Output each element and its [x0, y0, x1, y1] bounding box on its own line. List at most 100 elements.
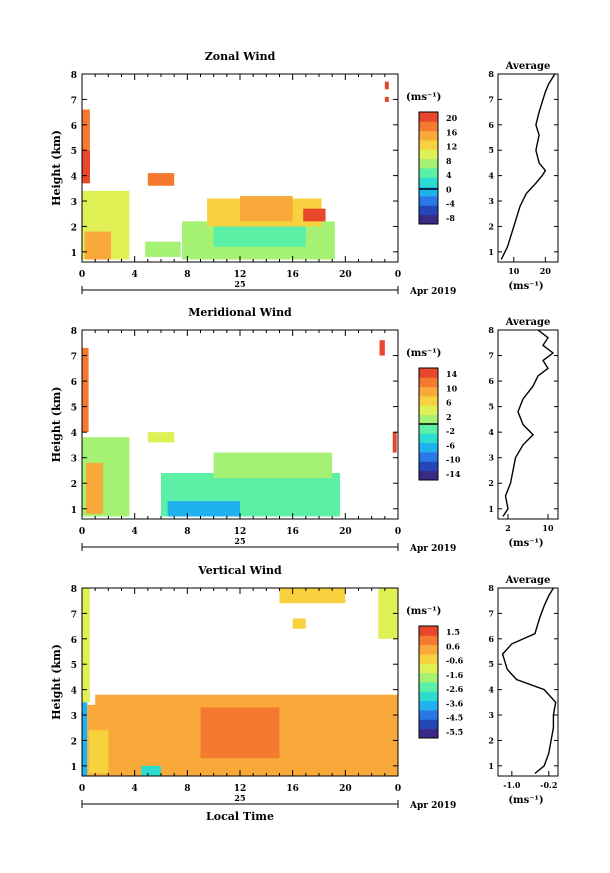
colorbar-swatch — [419, 386, 438, 397]
average-frame — [497, 587, 559, 777]
colorbar-unit: (ms⁻¹) — [406, 92, 441, 103]
y-tick-label: 1 — [71, 763, 77, 773]
colorbar-swatch — [419, 368, 438, 378]
heatmap-cell — [167, 501, 240, 517]
x-tick-label: 12 — [234, 784, 247, 794]
colorbar-unit: (ms⁻¹) — [406, 606, 441, 617]
y-tick-label: 6 — [71, 636, 77, 646]
colorbar-swatch — [419, 682, 438, 692]
colorbar-swatch — [419, 626, 438, 636]
colorbar-tick-label: -1.6 — [446, 670, 464, 680]
avg-y-tick-label: 2 — [488, 478, 494, 488]
heatmap-cell — [303, 208, 326, 222]
colorbar: (ms⁻¹) 1.5 0.6 -0.6 -1.6 -2.6 -3.6 -4.5 -5.5 — [406, 606, 464, 739]
average-frame — [497, 73, 559, 263]
colorbar-swatch — [419, 377, 438, 388]
colorbar-swatch — [419, 121, 438, 132]
y-tick-label: 5 — [71, 404, 77, 414]
avg-y-tick-label: 6 — [488, 376, 494, 386]
avg-y-tick-label: 8 — [488, 69, 494, 79]
heatmap-cell — [85, 462, 104, 514]
average-profile-line — [500, 73, 556, 260]
colorbar-swatch — [419, 396, 438, 406]
avg-y-tick-label: 2 — [488, 221, 494, 231]
avg-unit: (ms⁻¹) — [508, 538, 543, 549]
avg-y-tick-label: 1 — [488, 761, 494, 771]
date-label: Apr 2019 — [409, 287, 456, 297]
colorbar-tick-label: 4 — [446, 170, 452, 180]
colorbar-tick-label: -2 — [446, 426, 455, 436]
heatmap-cell — [378, 588, 398, 639]
y-tick-label: 2 — [71, 737, 77, 747]
colorbar-tick-label: 10 — [446, 383, 458, 393]
average-profile-line — [501, 587, 557, 775]
x-tick-label: 8 — [184, 784, 190, 794]
heatmap-cell — [145, 241, 181, 257]
colorbar-swatch — [419, 177, 438, 188]
heatmap-cell — [82, 150, 90, 184]
y-tick-label: 2 — [71, 480, 77, 490]
colorbar-tick-label: 14 — [446, 369, 458, 379]
avg-y-tick-label: 8 — [488, 583, 494, 593]
avg-y-tick-label: 5 — [488, 402, 494, 412]
colorbar-swatch — [419, 140, 438, 150]
colorbar-swatch — [419, 635, 438, 646]
average-panel: Average 1 2 3 4 5 6 7 8 2 10 (ms⁻¹) — [488, 317, 559, 549]
average-title: Average — [505, 317, 551, 328]
avg-y-tick-label: 1 — [488, 247, 494, 257]
x-tick-label: 4 — [132, 270, 138, 280]
y-tick-label: 4 — [71, 429, 77, 439]
colorbar-swatch — [419, 672, 438, 683]
colorbar-swatch — [419, 130, 438, 141]
colorbar: (ms⁻¹) 14 10 6 2 -2 -6 -10 -14 — [406, 348, 461, 481]
avg-y-tick-label: 5 — [488, 145, 494, 155]
y-tick-label: 8 — [71, 327, 77, 337]
x-tick-label: 0 — [79, 270, 85, 280]
colorbar-swatch — [419, 728, 438, 739]
colorbar-swatch — [419, 470, 438, 481]
panel-title: Meridional Wind — [188, 306, 292, 319]
avg-y-tick-label: 3 — [488, 196, 494, 206]
colorbar-tick-label: 1.5 — [446, 627, 460, 637]
x-tick-label: 16 — [286, 270, 299, 280]
y-axis-label: Height (km) — [50, 130, 63, 206]
colorbar-frame — [418, 111, 439, 225]
day-label: 25 — [234, 793, 245, 803]
colorbar-swatch — [419, 433, 438, 444]
avg-y-tick-label: 1 — [488, 504, 494, 514]
colorbar-tick-label: 0 — [446, 184, 452, 194]
heatmap-cells — [82, 340, 397, 517]
heatmap-cell — [292, 618, 306, 629]
colorbar-tick-label: 0.6 — [446, 641, 460, 651]
heatmap-cell — [384, 96, 389, 102]
colorbar-swatch — [419, 168, 438, 178]
avg-x-tick-label: -1.0 — [503, 780, 521, 790]
avg-y-tick-label: 5 — [488, 659, 494, 669]
y-tick-label: 6 — [71, 378, 77, 388]
colorbar-tick-label: -6 — [446, 440, 455, 450]
colorbar-swatch — [419, 442, 438, 453]
heatmap-cell — [147, 173, 175, 186]
colorbar-swatch — [419, 461, 438, 472]
heatmap-cells — [82, 81, 389, 260]
avg-y-tick-label: 3 — [488, 710, 494, 720]
avg-x-tick-label: -0.2 — [540, 780, 557, 790]
colorbar-swatch — [419, 205, 438, 216]
average-frame — [497, 329, 559, 520]
x-tick-label: 8 — [184, 270, 190, 280]
colorbar-swatch — [419, 214, 438, 225]
x-tick-label: 8 — [184, 527, 190, 537]
colorbar-swatch — [419, 700, 438, 711]
colorbar-tick-label: -0.6 — [446, 656, 464, 666]
colorbar-tick-label: -8 — [446, 213, 455, 223]
colorbar-swatch — [419, 691, 438, 702]
y-tick-label: 4 — [71, 687, 77, 697]
y-tick-label: 6 — [71, 122, 77, 132]
avg-x-tick-label: 2 — [505, 523, 511, 533]
colorbar-swatch — [419, 186, 438, 197]
colorbar-tick-label: 8 — [446, 156, 452, 166]
y-tick-label: 7 — [71, 353, 77, 363]
avg-y-tick-label: 7 — [488, 608, 494, 618]
